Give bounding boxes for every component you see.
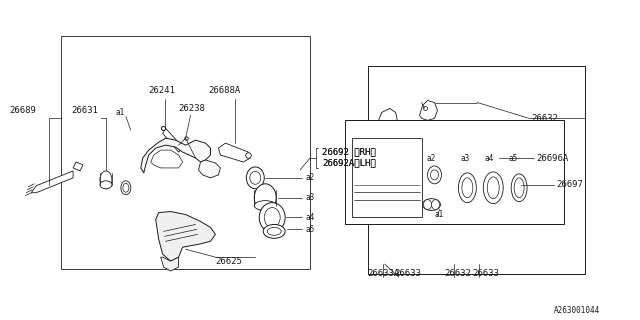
Bar	[352, 138, 422, 218]
Ellipse shape	[246, 167, 264, 189]
Polygon shape	[161, 257, 179, 271]
Text: 26689: 26689	[10, 106, 36, 115]
Ellipse shape	[250, 172, 260, 184]
Text: a3: a3	[461, 154, 470, 163]
Ellipse shape	[123, 183, 129, 192]
Text: a1: a1	[435, 210, 444, 219]
Ellipse shape	[458, 173, 476, 203]
Polygon shape	[442, 148, 463, 173]
Polygon shape	[372, 150, 396, 180]
Text: 26631: 26631	[71, 106, 98, 115]
Text: A263001044: A263001044	[554, 306, 600, 315]
Ellipse shape	[100, 181, 112, 189]
Text: 26633: 26633	[395, 269, 422, 278]
Text: a2: a2	[427, 154, 436, 163]
Text: a5: a5	[305, 225, 314, 234]
Ellipse shape	[424, 200, 431, 210]
Polygon shape	[141, 138, 211, 173]
Text: a4: a4	[484, 154, 494, 163]
Ellipse shape	[259, 203, 285, 232]
Ellipse shape	[462, 178, 473, 198]
Polygon shape	[479, 133, 497, 154]
Text: 26696A: 26696A	[536, 154, 568, 163]
Text: 26632: 26632	[531, 114, 558, 123]
Text: 26697: 26697	[556, 180, 583, 189]
Ellipse shape	[431, 200, 440, 210]
Ellipse shape	[428, 166, 442, 184]
Polygon shape	[73, 162, 83, 171]
Text: 26633: 26633	[472, 269, 499, 278]
Text: 26692 〈RH〉: 26692 〈RH〉	[322, 148, 376, 156]
Polygon shape	[151, 150, 182, 168]
Bar	[61, 36, 310, 269]
Text: a1: a1	[116, 108, 125, 117]
Ellipse shape	[511, 174, 527, 202]
Ellipse shape	[487, 177, 499, 199]
Polygon shape	[415, 132, 438, 160]
Text: a3: a3	[305, 193, 314, 202]
Ellipse shape	[431, 170, 438, 180]
Bar	[345, 120, 564, 224]
Ellipse shape	[254, 201, 276, 211]
Text: a5: a5	[509, 154, 518, 163]
Ellipse shape	[263, 224, 285, 238]
Ellipse shape	[268, 228, 281, 235]
Bar	[368, 66, 585, 274]
Polygon shape	[444, 122, 465, 145]
Text: a2: a2	[305, 173, 314, 182]
Ellipse shape	[264, 208, 280, 228]
Ellipse shape	[254, 184, 276, 212]
Text: 26633A: 26633A	[368, 269, 400, 278]
Text: 26688A: 26688A	[209, 86, 241, 95]
Text: 26692A〈LH〉: 26692A〈LH〉	[322, 158, 376, 167]
Polygon shape	[163, 128, 182, 152]
Polygon shape	[198, 160, 220, 178]
Polygon shape	[420, 100, 438, 120]
Polygon shape	[31, 171, 73, 193]
Text: 26692A〈LH〉: 26692A〈LH〉	[322, 158, 376, 167]
Ellipse shape	[422, 199, 440, 211]
Text: 26238: 26238	[179, 104, 205, 113]
Text: 26241: 26241	[148, 86, 175, 95]
Polygon shape	[375, 108, 397, 140]
Ellipse shape	[483, 172, 503, 204]
Polygon shape	[156, 212, 216, 261]
Ellipse shape	[121, 181, 131, 195]
Ellipse shape	[100, 171, 112, 189]
Text: 26625: 26625	[216, 257, 243, 266]
Ellipse shape	[514, 178, 524, 198]
Text: 26632: 26632	[444, 269, 471, 278]
Polygon shape	[481, 160, 499, 181]
Text: a4: a4	[305, 213, 314, 222]
Polygon shape	[218, 143, 250, 162]
Text: 26692 〈RH〉: 26692 〈RH〉	[322, 148, 376, 156]
